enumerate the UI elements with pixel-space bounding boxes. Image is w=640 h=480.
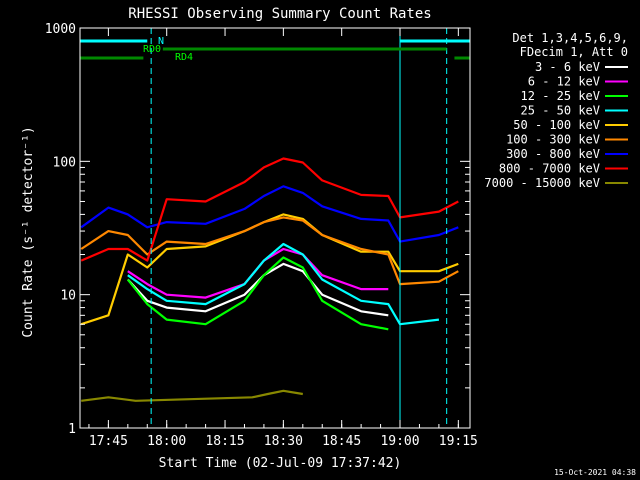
chart-title: RHESSI Observing Summary Count Rates [128,6,431,22]
x-tick-label: 18:30 [264,434,303,449]
marker-n-label: N [158,36,164,47]
legend-label: 3 - 6 keV [535,60,600,74]
y-tick-label: 1000 [45,22,76,37]
x-axis: 17:45 18:00 18:15 18:30 18:45 19:00 19:15 [88,28,478,449]
legend-label: 50 - 100 keV [513,118,600,132]
x-tick-label: 17:45 [89,434,128,449]
series-line-8 [80,157,459,262]
legend: Det 1,3,4,5,6,9, FDecim 1, Att 0 3 - 6 k… [484,31,628,190]
plot-frame [79,27,471,429]
marker-rd0-label: RD0 [143,44,161,55]
legend-label: 300 - 800 keV [506,147,600,161]
legend-label: 6 - 12 keV [528,75,600,89]
marker-rd4-label: RD4 [175,52,193,63]
legend-label: 7000 - 15000 keV [484,176,600,190]
x-tick-label: 18:00 [147,434,186,449]
y-tick-label: 10 [60,289,76,304]
footer-date: 15-Oct-2021 04:38 [554,468,636,477]
y-tick-label: 1 [68,422,76,437]
x-axis-label: Start Time (02-Jul-09 17:37:42) [159,456,402,471]
legend-label: 100 - 300 keV [506,133,600,147]
legend-header-line-2: FDecim 1, Att 0 [520,45,628,59]
legend-header-line-1: Det 1,3,4,5,6,9, [512,31,628,45]
legend-label: 12 - 25 keV [521,89,600,103]
y-axis-label: Count Rate (s⁻¹ detector⁻¹) [21,126,36,337]
x-tick-label: 19:15 [439,434,478,449]
series-line-3 [126,256,389,331]
series-layer [80,157,459,402]
series-line-4 [127,242,440,326]
legend-label: 800 - 7000 keV [499,162,600,176]
series-line-9 [81,389,303,402]
series-line-5 [80,213,459,326]
x-tick-label: 18:45 [322,434,361,449]
y-axis: 1 10 100 1000 [45,22,470,437]
x-tick-label: 18:15 [205,434,244,449]
y-tick-label: 100 [53,155,76,170]
legend-label: 25 - 50 keV [521,104,600,118]
x-tick-label: 19:00 [380,434,419,449]
series-line-7 [80,185,459,243]
marker-layer [80,28,470,428]
series-line-6 [80,216,459,286]
